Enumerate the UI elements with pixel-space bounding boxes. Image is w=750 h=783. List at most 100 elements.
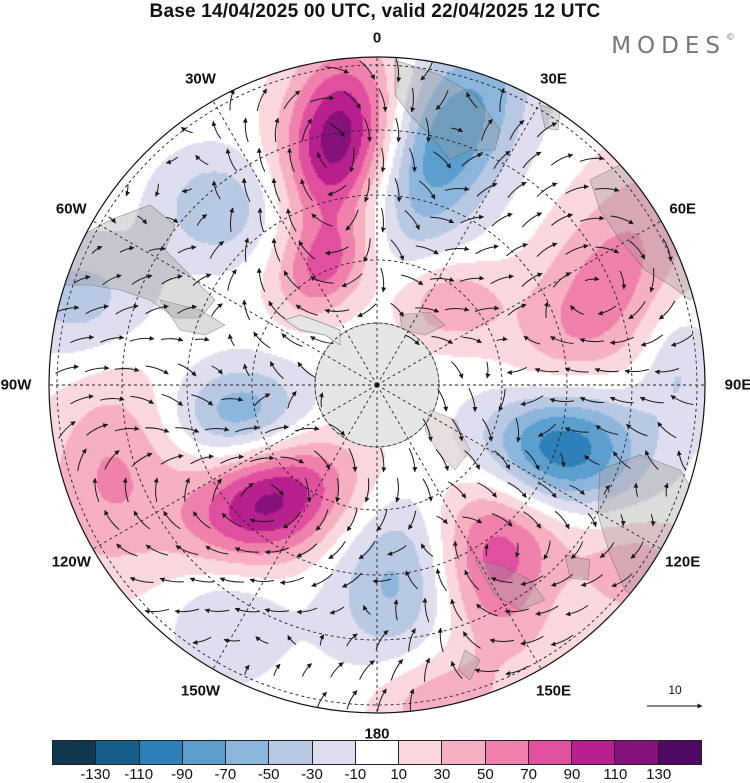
wind-vector [114, 425, 140, 432]
wind-vector [569, 484, 585, 496]
wind-vector [658, 300, 676, 320]
wind-vector [309, 95, 335, 103]
wind-vector [444, 306, 470, 312]
wind-vector [579, 397, 604, 404]
wind-vector [505, 665, 529, 676]
wind-vector [523, 335, 541, 345]
wind-vector [314, 450, 331, 470]
colorbar-cell [312, 741, 356, 764]
wind-vector [137, 215, 147, 225]
wind-vector [204, 608, 230, 614]
colorbar-tick-label: -30 [301, 766, 323, 783]
wind-vector [551, 213, 574, 226]
wind-vector [448, 481, 467, 499]
wind-vector [301, 118, 313, 142]
wind-vector [363, 605, 371, 615]
wind-vector [597, 305, 617, 316]
wind-vector [122, 477, 129, 503]
colorbar-cell [485, 741, 529, 764]
wind-vector [507, 481, 527, 498]
wind-vector [560, 452, 567, 468]
wind-vector [395, 477, 401, 503]
wind-vector [287, 391, 297, 409]
wind-vector [580, 574, 604, 587]
wind-vector [211, 120, 222, 139]
wind-vector [297, 361, 317, 379]
wind-vector [108, 216, 116, 224]
wind-vector [649, 268, 655, 293]
wind-vector [92, 477, 100, 502]
wind-vector [73, 274, 91, 284]
colorbar-cell [226, 741, 270, 764]
wind-vector [348, 448, 358, 473]
wind-vector [491, 513, 513, 527]
colorbar [52, 740, 702, 765]
wind-vector [620, 514, 626, 527]
wind-vector [357, 303, 377, 318]
wind-vector [70, 334, 95, 344]
wind-vector [422, 478, 434, 502]
wind-vector [294, 425, 320, 432]
wind-vector [450, 660, 463, 679]
wind-vector [257, 207, 265, 233]
wind-vector [283, 90, 301, 110]
map-boundary [48, 56, 706, 714]
wind-vector [211, 180, 221, 200]
wind-vector [234, 607, 259, 613]
wind-vector [271, 177, 281, 202]
wind-vector [506, 242, 528, 257]
wind-vector [363, 238, 371, 263]
wind-vector [165, 156, 179, 165]
wind-vector [225, 148, 238, 172]
wind-vector [316, 152, 327, 168]
wind-vector [650, 514, 656, 527]
wind-vector [273, 663, 281, 677]
wind-vector [676, 450, 686, 470]
wind-vector [104, 509, 120, 530]
colorbar-cell [572, 741, 616, 764]
wind-vector [662, 238, 673, 262]
wind-vector [177, 304, 198, 314]
wind-vector [281, 333, 303, 347]
wind-vector [378, 88, 388, 112]
wind-vector [595, 246, 620, 254]
ross-ice-shelf [424, 409, 471, 471]
latitude-circle [186, 194, 568, 576]
wind-vector [330, 662, 344, 678]
wind-vector [436, 515, 448, 525]
wind-vector [212, 478, 222, 502]
colorbar-cell [53, 741, 97, 764]
colorbar-tick-label: -10 [344, 766, 367, 783]
wind-vector [489, 638, 515, 644]
wind-vector [335, 477, 341, 503]
meridian [212, 384, 378, 670]
wind-vectors [54, 57, 694, 712]
wind-vector [280, 456, 305, 464]
wind-vector [459, 275, 485, 282]
wind-vector [241, 299, 251, 321]
wind-vector [523, 511, 542, 529]
wind-vector [481, 118, 493, 141]
meridian [92, 384, 378, 550]
wind-vector [256, 147, 266, 172]
wind-vector [159, 577, 184, 583]
meridian [376, 384, 542, 670]
wind-vector [425, 117, 432, 143]
wind-vector [520, 395, 544, 407]
colorbar-tick-label: -110 [124, 766, 154, 783]
wind-vector [145, 304, 169, 315]
wind-vector [376, 509, 388, 532]
wind-vector [268, 300, 286, 320]
wind-vector [174, 608, 200, 615]
wind-vector [474, 668, 500, 674]
wind-vector [464, 450, 480, 470]
wind-vector [286, 147, 295, 173]
wind-vector [85, 423, 109, 436]
lon-label-90w: 90W [0, 376, 32, 394]
wind-vector [309, 276, 334, 284]
wind-vector [405, 570, 419, 590]
wind-vector [329, 423, 345, 437]
wind-vector [296, 607, 318, 615]
wind-vector [565, 184, 589, 194]
wind-vector [99, 335, 125, 343]
